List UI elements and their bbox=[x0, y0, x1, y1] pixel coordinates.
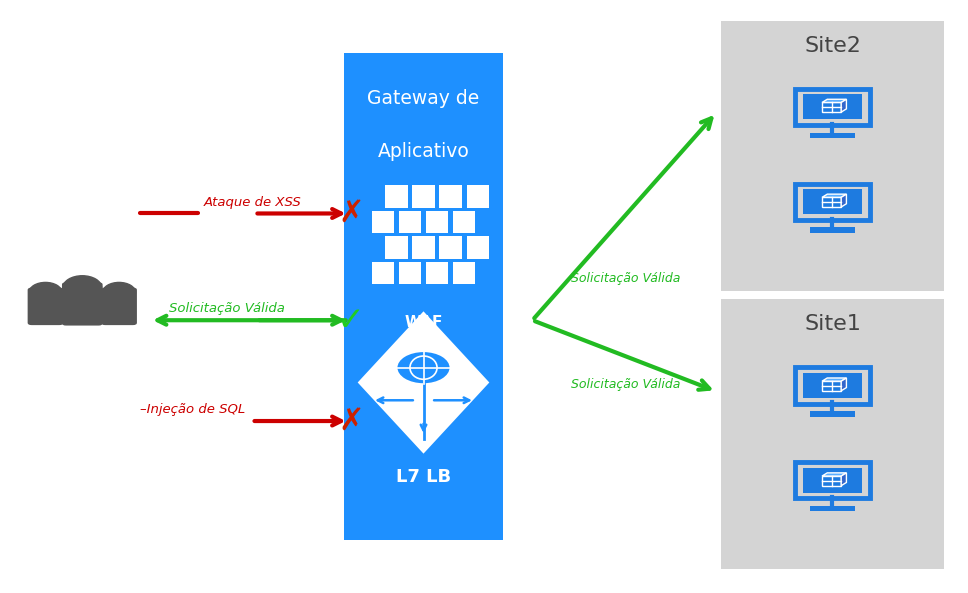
Text: Site2: Site2 bbox=[804, 36, 861, 56]
Circle shape bbox=[63, 276, 102, 299]
FancyBboxPatch shape bbox=[439, 185, 462, 208]
FancyBboxPatch shape bbox=[810, 227, 855, 233]
FancyBboxPatch shape bbox=[102, 288, 136, 325]
FancyBboxPatch shape bbox=[803, 373, 862, 398]
FancyBboxPatch shape bbox=[721, 21, 944, 291]
Polygon shape bbox=[358, 311, 490, 454]
FancyBboxPatch shape bbox=[810, 412, 855, 417]
FancyBboxPatch shape bbox=[426, 211, 448, 233]
FancyBboxPatch shape bbox=[795, 89, 870, 125]
Text: Solicitação Válida: Solicitação Válida bbox=[571, 272, 681, 285]
FancyBboxPatch shape bbox=[803, 189, 862, 214]
FancyBboxPatch shape bbox=[795, 368, 870, 404]
Text: WAF: WAF bbox=[405, 315, 442, 330]
FancyBboxPatch shape bbox=[795, 184, 870, 219]
FancyBboxPatch shape bbox=[62, 282, 103, 326]
FancyBboxPatch shape bbox=[385, 185, 408, 208]
FancyBboxPatch shape bbox=[344, 53, 503, 540]
Polygon shape bbox=[822, 378, 846, 381]
Text: ✗: ✗ bbox=[339, 199, 364, 228]
FancyBboxPatch shape bbox=[467, 185, 489, 208]
FancyBboxPatch shape bbox=[467, 236, 489, 259]
FancyBboxPatch shape bbox=[412, 236, 435, 259]
Text: Solicitação Válida: Solicitação Válida bbox=[169, 302, 286, 315]
FancyBboxPatch shape bbox=[795, 463, 870, 498]
FancyBboxPatch shape bbox=[453, 211, 475, 233]
FancyBboxPatch shape bbox=[453, 262, 475, 284]
Text: Solicitação Válida: Solicitação Válida bbox=[571, 378, 681, 391]
FancyBboxPatch shape bbox=[822, 103, 841, 112]
FancyBboxPatch shape bbox=[399, 211, 421, 233]
Polygon shape bbox=[822, 194, 846, 197]
Text: Gateway de: Gateway de bbox=[368, 89, 479, 108]
Text: –Injeção de SQL: –Injeção de SQL bbox=[140, 403, 246, 416]
Text: Ataque de XSS: Ataque de XSS bbox=[203, 196, 301, 209]
FancyBboxPatch shape bbox=[385, 236, 408, 259]
Text: ✓: ✓ bbox=[338, 304, 365, 337]
FancyBboxPatch shape bbox=[721, 299, 944, 569]
FancyBboxPatch shape bbox=[399, 262, 421, 284]
FancyBboxPatch shape bbox=[822, 476, 841, 486]
Polygon shape bbox=[841, 194, 846, 207]
Polygon shape bbox=[841, 99, 846, 112]
FancyBboxPatch shape bbox=[412, 185, 435, 208]
Text: L7 LB: L7 LB bbox=[396, 468, 451, 486]
FancyBboxPatch shape bbox=[810, 506, 855, 511]
Polygon shape bbox=[841, 473, 846, 486]
Text: Aplicativo: Aplicativo bbox=[378, 142, 469, 161]
FancyBboxPatch shape bbox=[803, 94, 862, 120]
FancyBboxPatch shape bbox=[822, 197, 841, 207]
FancyBboxPatch shape bbox=[28, 288, 63, 325]
Polygon shape bbox=[822, 473, 846, 476]
Polygon shape bbox=[822, 99, 846, 103]
Text: Site1: Site1 bbox=[804, 314, 861, 334]
FancyBboxPatch shape bbox=[439, 236, 462, 259]
Circle shape bbox=[397, 351, 451, 384]
Text: ✗: ✗ bbox=[339, 407, 364, 435]
FancyBboxPatch shape bbox=[822, 381, 841, 391]
FancyBboxPatch shape bbox=[810, 132, 855, 138]
FancyBboxPatch shape bbox=[372, 211, 394, 233]
Polygon shape bbox=[841, 378, 846, 391]
FancyBboxPatch shape bbox=[372, 262, 394, 284]
Circle shape bbox=[103, 282, 136, 302]
FancyBboxPatch shape bbox=[803, 467, 862, 493]
Circle shape bbox=[29, 282, 62, 302]
FancyBboxPatch shape bbox=[426, 262, 448, 284]
